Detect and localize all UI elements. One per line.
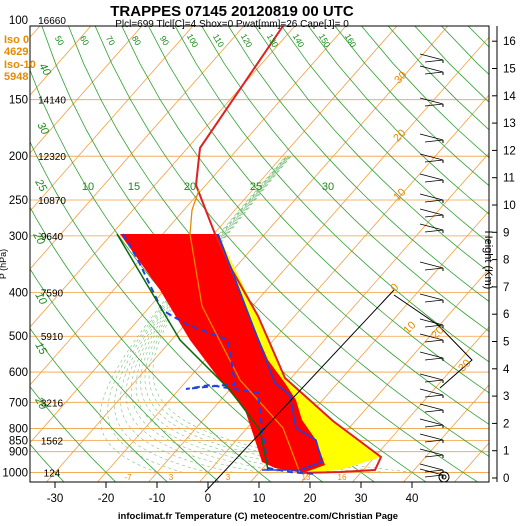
km-tick-label: 13 <box>503 118 516 130</box>
temp-tick-label: 40 <box>406 493 419 505</box>
pressure-tick-label: 1000 <box>2 467 28 479</box>
km-tick-label: 14 <box>503 91 516 103</box>
mixing-ratio-label: 15 <box>128 181 140 193</box>
height-label: 12320 <box>38 152 66 163</box>
km-tick-label: 1 <box>503 446 509 458</box>
iso-label: Iso-10 <box>4 59 36 71</box>
bottom-isotherm-label: 3 <box>169 473 174 482</box>
km-tick-label: 9 <box>503 227 509 239</box>
chart-footer: infoclimat.fr Temperature (C) meteocentr… <box>118 511 398 521</box>
km-tick-label: 16 <box>503 36 516 48</box>
pressure-tick-label: 300 <box>9 231 28 243</box>
km-tick-label: 12 <box>503 145 516 157</box>
height-label: 10870 <box>38 196 66 207</box>
pressure-tick-label: 100 <box>9 15 28 27</box>
temp-tick-label: -20 <box>98 493 115 505</box>
mixing-ratio-label: 30 <box>322 181 334 193</box>
km-tick-label: 11 <box>503 173 515 185</box>
iso-label: 4629 <box>4 46 28 58</box>
pressure-tick-label: 200 <box>9 151 28 163</box>
km-tick-label: 6 <box>503 309 509 321</box>
km-tick-label: 7 <box>503 282 509 294</box>
mixing-ratio-label: 25 <box>250 181 262 193</box>
bottom-isotherm-label: -7 <box>124 473 132 482</box>
height-label: 14140 <box>38 96 66 107</box>
temp-tick-label: 30 <box>355 493 368 505</box>
km-tick-label: 4 <box>503 364 510 376</box>
temp-tick-label: 0 <box>205 493 211 505</box>
km-tick-label: 5 <box>503 337 509 349</box>
km-tick-label: 8 <box>503 255 509 267</box>
pressure-tick-label: 150 <box>9 95 28 107</box>
pressure-tick-label: 600 <box>9 367 28 379</box>
mixing-ratio-label: 20 <box>184 181 196 193</box>
bottom-isotherm-label: 16 <box>338 473 347 482</box>
mixing-ratio-label: 10 <box>82 181 94 193</box>
km-tick-label: 3 <box>503 391 509 403</box>
km-tick-label: 2 <box>503 418 509 430</box>
iso-label: Iso 0 <box>4 34 29 46</box>
km-tick-label: 0 <box>503 473 509 485</box>
pressure-tick-label: 400 <box>9 287 28 299</box>
height-label: 124 <box>44 468 61 479</box>
temp-tick-label: 20 <box>304 493 317 505</box>
temp-tick-label: 10 <box>253 493 266 505</box>
pressure-axis-title: P (hPa) <box>0 249 8 279</box>
pressure-tick-label: 900 <box>9 447 28 459</box>
height-label: 16660 <box>38 16 66 27</box>
pressure-tick-label: 700 <box>9 397 28 409</box>
km-axis-title: Height (Km) <box>482 231 494 290</box>
temp-tick-label: -30 <box>47 493 64 505</box>
chart-title: TRAPPES 07145 20120819 00 UTC <box>110 3 354 20</box>
bottom-isotherm-label: 13 <box>302 473 311 482</box>
temp-tick-label: -10 <box>149 493 166 505</box>
pressure-tick-label: 850 <box>9 435 28 447</box>
pressure-tick-label: 800 <box>9 424 28 436</box>
pressure-tick-label: 500 <box>9 331 28 343</box>
km-tick-label: 10 <box>503 200 516 212</box>
bottom-isotherm-label: 3 <box>226 473 231 482</box>
iso-label: 5948 <box>4 71 28 83</box>
pressure-tick-label: 250 <box>9 195 28 207</box>
height-label: 1562 <box>41 436 64 447</box>
km-tick-label: 15 <box>503 64 516 76</box>
chart-subtitle: Plcl=699 Tlcl[C]=4 Shox=0 Pwat[mm]=26 Ca… <box>115 19 349 30</box>
